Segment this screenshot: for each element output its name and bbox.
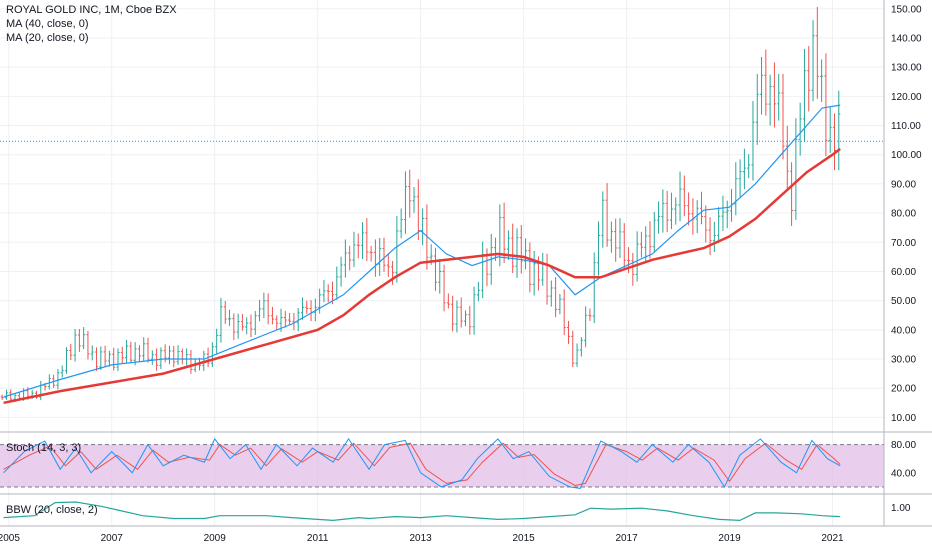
stoch-y-tick: 80.00 <box>891 440 916 451</box>
x-tick-label: 2021 <box>821 533 844 544</box>
legend-ma20[interactable]: MA (20, close, 0) <box>6 32 89 44</box>
stoch-label: Stoch (14, 3, 3) <box>6 442 81 454</box>
bbw-line <box>3 501 841 522</box>
stoch-pane <box>0 437 884 489</box>
legend-ma40[interactable]: MA (40, close, 0) <box>6 18 89 30</box>
y-tick-label: 150.00 <box>891 4 922 15</box>
y-tick-label: 20.00 <box>891 384 916 395</box>
x-tick-label: 2011 <box>307 533 329 544</box>
candles <box>0 7 841 403</box>
bbw-pane <box>3 501 841 522</box>
stoch-d-line <box>3 442 841 487</box>
y-tick-label: 90.00 <box>891 179 916 190</box>
stoch-y-tick: 40.00 <box>891 468 916 479</box>
y-tick-label: 120.00 <box>891 92 922 103</box>
x-tick-label: 2017 <box>615 533 638 544</box>
x-tick-label: 2005 <box>0 533 20 544</box>
y-tick-label: 140.00 <box>891 33 922 44</box>
y-tick-label: 110.00 <box>891 121 921 132</box>
y-tick-label: 10.00 <box>891 413 916 424</box>
bbw-label: BBW (20, close, 2) <box>6 504 98 516</box>
legend-title[interactable]: ROYAL GOLD INC, 1M, Cboe BZX <box>6 4 177 16</box>
y-tick-label: 80.00 <box>891 209 916 220</box>
y-tick-label: 60.00 <box>891 267 916 278</box>
bbw-y-tick: 1.00 <box>891 503 911 514</box>
grid <box>0 0 884 526</box>
y-tick-label: 50.00 <box>891 296 916 307</box>
ma20-line <box>3 104 841 398</box>
y-tick-label: 40.00 <box>891 325 916 336</box>
x-tick-label: 2015 <box>512 533 535 544</box>
moving-averages <box>0 104 884 405</box>
stoch-k-line <box>3 437 841 489</box>
ma40-line <box>3 147 841 405</box>
x-tick-label: 2009 <box>204 533 227 544</box>
x-tick-label: 2019 <box>718 533 741 544</box>
y-tick-label: 70.00 <box>891 238 916 249</box>
y-tick-label: 30.00 <box>891 355 916 366</box>
y-tick-label: 100.00 <box>891 150 922 161</box>
x-tick-label: 2007 <box>101 533 124 544</box>
x-tick-label: 2013 <box>410 533 433 544</box>
y-tick-label: 130.00 <box>891 63 922 74</box>
